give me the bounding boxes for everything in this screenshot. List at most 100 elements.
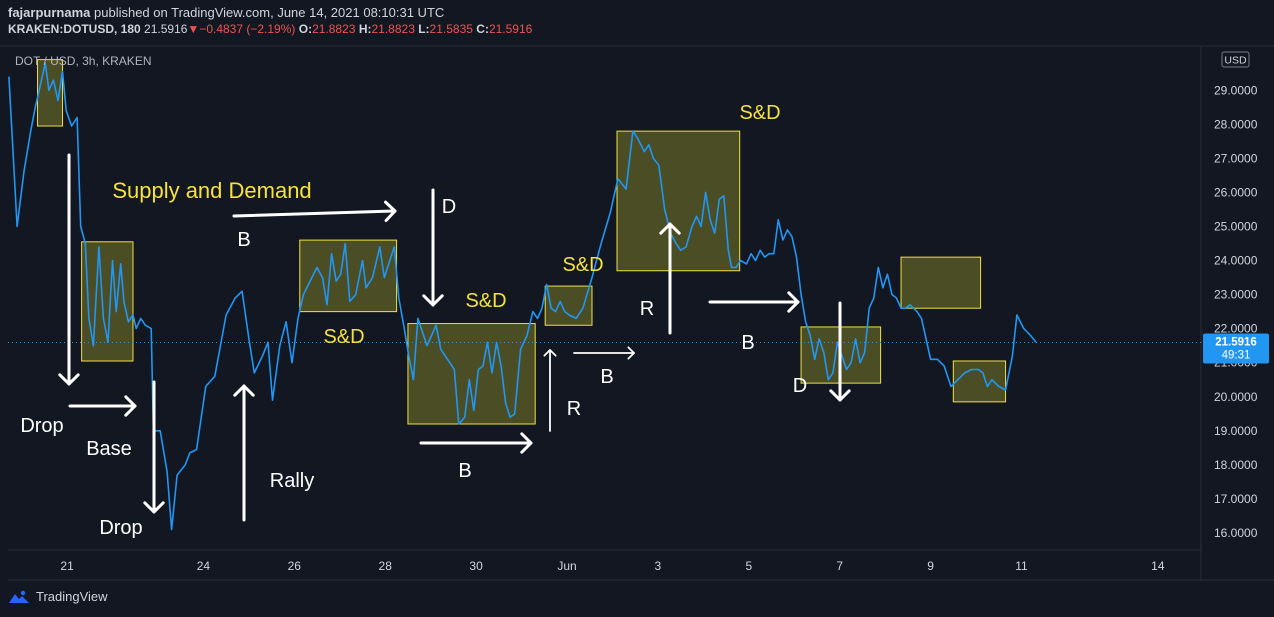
price-tag-bg xyxy=(1203,333,1269,364)
annotation-label: B xyxy=(600,366,613,388)
arrow-head xyxy=(422,294,444,307)
price-axis-tick: 23.0000 xyxy=(1214,288,1258,302)
price-tag: 21.5916 49:31 xyxy=(1203,333,1269,364)
annotation-labels: Supply and Demand S&D S&D S&D S&D Drop Base Dro… xyxy=(20,102,807,539)
annotation-label: Drop xyxy=(99,517,142,539)
arrow-head xyxy=(829,389,851,402)
sd-zone-box xyxy=(900,256,982,309)
arrow-shaft xyxy=(232,209,397,218)
annotation-label: S&D xyxy=(465,290,506,312)
annotation-arrow xyxy=(58,153,80,386)
annotation-label: D xyxy=(442,196,456,218)
price-change: −0.4837 (−2.19%) xyxy=(199,22,296,36)
publisher-name: fajarpurnama xyxy=(8,5,91,20)
annotation-label: S&D xyxy=(323,326,364,348)
price-series-line xyxy=(8,62,1037,531)
open-value: 21.8823 xyxy=(312,22,356,36)
annotation-label: B xyxy=(458,460,471,482)
sd-zone-box xyxy=(37,59,64,127)
open-label: O: xyxy=(298,22,313,36)
annotation-label: Supply and Demand xyxy=(112,178,311,203)
ohlc-legend: KRAKEN:DOTUSD, 180 21.5916▼−0.4837 (−2.1… xyxy=(8,22,532,36)
annotation-arrows xyxy=(58,153,851,522)
price-axis-tick: 27.0000 xyxy=(1214,151,1258,165)
low-label: L: xyxy=(418,22,430,36)
time-axis-tick: 7 xyxy=(836,559,843,573)
time-axis-tick: Jun xyxy=(557,559,576,573)
arrow-head xyxy=(58,373,80,386)
currency-badge[interactable] xyxy=(1221,51,1250,68)
price-axis-labels: 16.000017.000018.000019.000020.000021.00… xyxy=(1214,83,1258,540)
price-axis-tick: 28.0000 xyxy=(1214,117,1258,131)
sd-zone-box xyxy=(952,360,1007,403)
tradingview-logo-icon xyxy=(9,590,29,603)
annotation-arrow xyxy=(143,380,165,514)
annotation-label: R xyxy=(567,398,581,420)
annotation-label: S&D xyxy=(562,254,603,276)
annotation-arrow xyxy=(829,301,851,402)
symbol-label: KRAKEN:DOTUSD, 180 xyxy=(8,22,141,36)
price-axis-tick: 24.0000 xyxy=(1214,254,1258,268)
price-axis-tick: 25.0000 xyxy=(1214,219,1258,233)
annotation-label: S&D xyxy=(739,102,780,124)
arrow-head xyxy=(543,349,557,357)
time-axis-tick: 11 xyxy=(1015,559,1028,573)
sd-zone-box xyxy=(616,130,741,272)
pane-title: DOT / USD, 3h, KRAKEN xyxy=(15,54,151,68)
annotation-label: B xyxy=(237,229,250,251)
arrow-head xyxy=(143,501,165,514)
change-down-icon: ▼ xyxy=(187,22,200,36)
annotation-arrow xyxy=(573,346,635,360)
low-value: 21.5835 xyxy=(429,22,473,36)
annotation-arrow xyxy=(543,349,557,432)
close-label: C: xyxy=(476,22,489,36)
annotation-label: Base xyxy=(86,438,132,460)
price-tag-value: 21.5916 xyxy=(1215,337,1257,349)
time-axis-tick: 24 xyxy=(197,559,211,573)
arrow-head xyxy=(627,346,635,360)
time-axis-labels: 21 24 26 28 30 Jun 3 5 7 9 11 14 xyxy=(60,559,1164,573)
price-tag-countdown: 49:31 xyxy=(1222,350,1251,362)
annotation-arrow xyxy=(708,291,800,313)
price-axis-tick: 20.0000 xyxy=(1214,390,1258,404)
time-axis-tick: 28 xyxy=(379,559,393,573)
price-axis-tick: 26.0000 xyxy=(1214,185,1258,199)
arrow-head xyxy=(520,432,533,454)
arrow-head xyxy=(233,384,255,397)
annotation-label: Drop xyxy=(20,415,63,437)
arrow-head xyxy=(384,200,397,222)
time-axis-tick: 21 xyxy=(60,559,74,573)
published-text: published on TradingView.com, June 14, 2… xyxy=(94,5,445,20)
annotation-arrow xyxy=(68,395,137,417)
price-axis-tick: 19.0000 xyxy=(1214,424,1258,438)
annotation-arrow xyxy=(659,222,681,335)
price-axis-tick: 29.0000 xyxy=(1214,83,1258,97)
close-value: 21.5916 xyxy=(488,22,533,36)
annotation-label: Rally xyxy=(270,470,314,492)
sd-zone-box xyxy=(544,285,593,326)
annotation-arrow xyxy=(419,432,533,454)
arrow-head xyxy=(124,395,137,417)
last-price: 21.5916 xyxy=(144,22,188,36)
annotation-arrow xyxy=(233,384,255,522)
high-value: 21.8823 xyxy=(371,22,415,36)
annotation-label: B xyxy=(741,332,754,354)
high-label: H: xyxy=(358,22,372,36)
annotation-label: R xyxy=(640,298,654,320)
price-axis-tick: 17.0000 xyxy=(1214,492,1258,506)
arrow-head xyxy=(659,222,681,235)
sd-zone-box xyxy=(407,323,536,425)
annotation-boxes xyxy=(37,59,1007,425)
arrow-head xyxy=(787,291,800,313)
currency-label: USD xyxy=(1224,55,1247,67)
sd-zone-box xyxy=(81,241,134,362)
time-axis-tick: 3 xyxy=(655,559,662,573)
price-axis-tick: 16.0000 xyxy=(1214,526,1258,540)
annotation-arrow xyxy=(232,200,397,222)
annotation-label: D xyxy=(793,375,807,397)
publish-info: fajarpurnama published on TradingView.co… xyxy=(8,5,444,20)
time-axis-tick: 14 xyxy=(1151,559,1165,573)
time-axis-tick: 26 xyxy=(288,559,302,573)
footer-brand[interactable]: TradingView xyxy=(8,589,108,604)
